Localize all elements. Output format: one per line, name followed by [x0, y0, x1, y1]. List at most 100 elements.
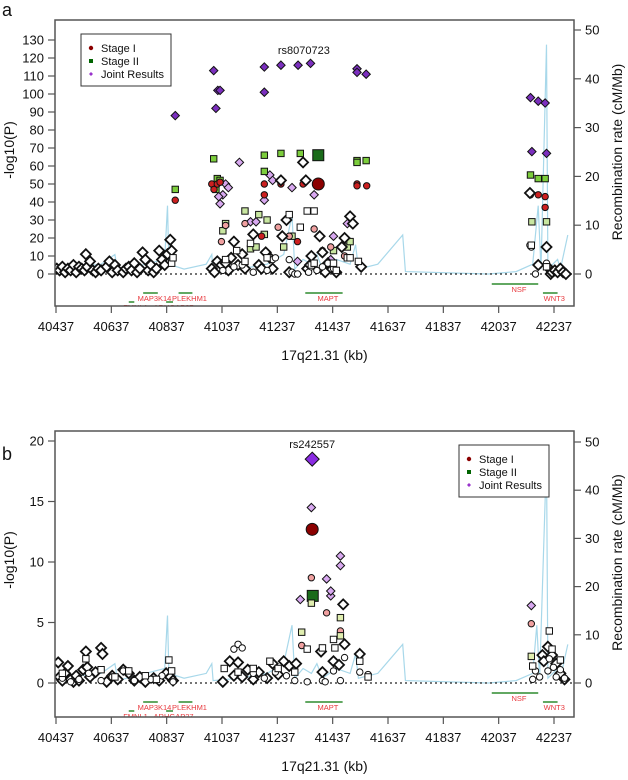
data-point	[285, 210, 293, 219]
data-point	[171, 185, 179, 194]
data-point	[313, 266, 321, 275]
y2-axis-label: Recombination rate (cM/Mb)	[609, 474, 625, 651]
data-point	[259, 87, 270, 98]
data-point	[263, 216, 271, 224]
data-point	[241, 207, 249, 215]
x-tick-label: 41237	[259, 319, 295, 334]
data-point	[260, 180, 269, 188]
x-tick-label: 41437	[315, 730, 351, 745]
data-point	[325, 586, 336, 596]
recombination-rate-line	[55, 456, 569, 684]
data-point	[260, 167, 269, 176]
data-point	[335, 551, 346, 561]
data-point	[271, 254, 280, 262]
legend-marker-square	[89, 59, 93, 63]
data-point	[276, 60, 286, 71]
data-point	[307, 599, 316, 607]
data-point	[336, 676, 345, 685]
legend-label: Joint Results	[479, 480, 542, 492]
data-point	[277, 149, 285, 158]
panel-label: a	[2, 0, 13, 20]
gene-label-wnt3: WNT3	[544, 703, 565, 712]
data-point	[61, 659, 75, 673]
data-point	[246, 673, 260, 686]
data-point	[249, 268, 257, 276]
y2-tick-label: 30	[585, 120, 599, 135]
data-point	[291, 676, 299, 685]
gene-label-fmnl1: FMNL1	[123, 303, 148, 312]
data-point	[276, 229, 289, 243]
y2-tick-label: 50	[585, 23, 599, 38]
y2-tick-label: 40	[585, 71, 599, 86]
data-point	[152, 244, 166, 257]
data-point	[249, 664, 257, 673]
gene-label-mapt: MAPT	[318, 294, 339, 303]
data-point	[282, 672, 291, 680]
data-point	[231, 656, 245, 669]
data-point	[328, 231, 339, 242]
y-tick-label: 40	[30, 195, 44, 210]
data-point	[211, 103, 221, 114]
data-point	[329, 259, 338, 267]
data-point	[526, 146, 537, 157]
data-point	[141, 672, 150, 680]
data-point	[526, 171, 535, 179]
data-point	[170, 110, 181, 121]
data-point	[130, 676, 138, 685]
x-tick-label: 41037	[204, 319, 240, 334]
plot-frame	[54, 19, 575, 307]
data-point	[556, 656, 565, 664]
data-point	[316, 246, 329, 259]
data-point	[234, 668, 242, 676]
data-point	[346, 217, 360, 230]
data-point	[75, 675, 83, 684]
data-point	[329, 635, 338, 644]
y-tick-label: 10	[30, 555, 44, 570]
data-point	[527, 241, 536, 249]
data-point	[227, 235, 241, 248]
data-point	[263, 266, 271, 275]
data-point	[335, 560, 346, 571]
panel-label: b	[2, 444, 12, 464]
data-point	[215, 85, 225, 96]
data-point	[297, 628, 306, 636]
data-point	[310, 207, 318, 215]
data-point	[255, 210, 263, 219]
data-point	[304, 451, 320, 467]
data-point	[361, 69, 372, 80]
data-point	[169, 254, 177, 262]
y2-tick-label: 50	[585, 435, 599, 450]
data-point	[223, 654, 237, 668]
data-point	[84, 669, 93, 678]
data-point	[329, 667, 338, 675]
data-point	[338, 231, 351, 245]
data-point	[548, 645, 556, 653]
legend-label: Stage II	[479, 467, 517, 479]
data-point	[97, 665, 105, 674]
data-point	[335, 240, 349, 254]
y-tick-label: 0	[37, 267, 44, 282]
data-point	[540, 98, 551, 108]
y-tick-label: 70	[30, 141, 44, 156]
gene-label-arhgap27: ARHGAP27	[154, 303, 194, 312]
data-point	[307, 574, 316, 582]
y2-tick-label: 10	[585, 218, 599, 233]
data-point	[559, 267, 573, 281]
y-tick-label: 5	[37, 615, 44, 630]
top-snp-label: rs8070723	[278, 45, 330, 57]
data-point	[560, 674, 569, 682]
y-tick-label: 20	[30, 231, 44, 246]
data-point	[241, 257, 249, 266]
data-point	[165, 656, 173, 664]
legend-marker-diamond	[467, 483, 471, 487]
data-point	[152, 675, 161, 684]
legend-label: Stage I	[479, 454, 514, 466]
legend-marker-diamond	[89, 72, 93, 76]
gene-label-map3k14: MAP3K14	[138, 703, 172, 712]
data-point	[321, 678, 329, 686]
data-point	[356, 668, 364, 676]
data-point	[293, 237, 302, 246]
y-tick-label: 50	[30, 177, 44, 192]
data-point	[55, 656, 65, 669]
